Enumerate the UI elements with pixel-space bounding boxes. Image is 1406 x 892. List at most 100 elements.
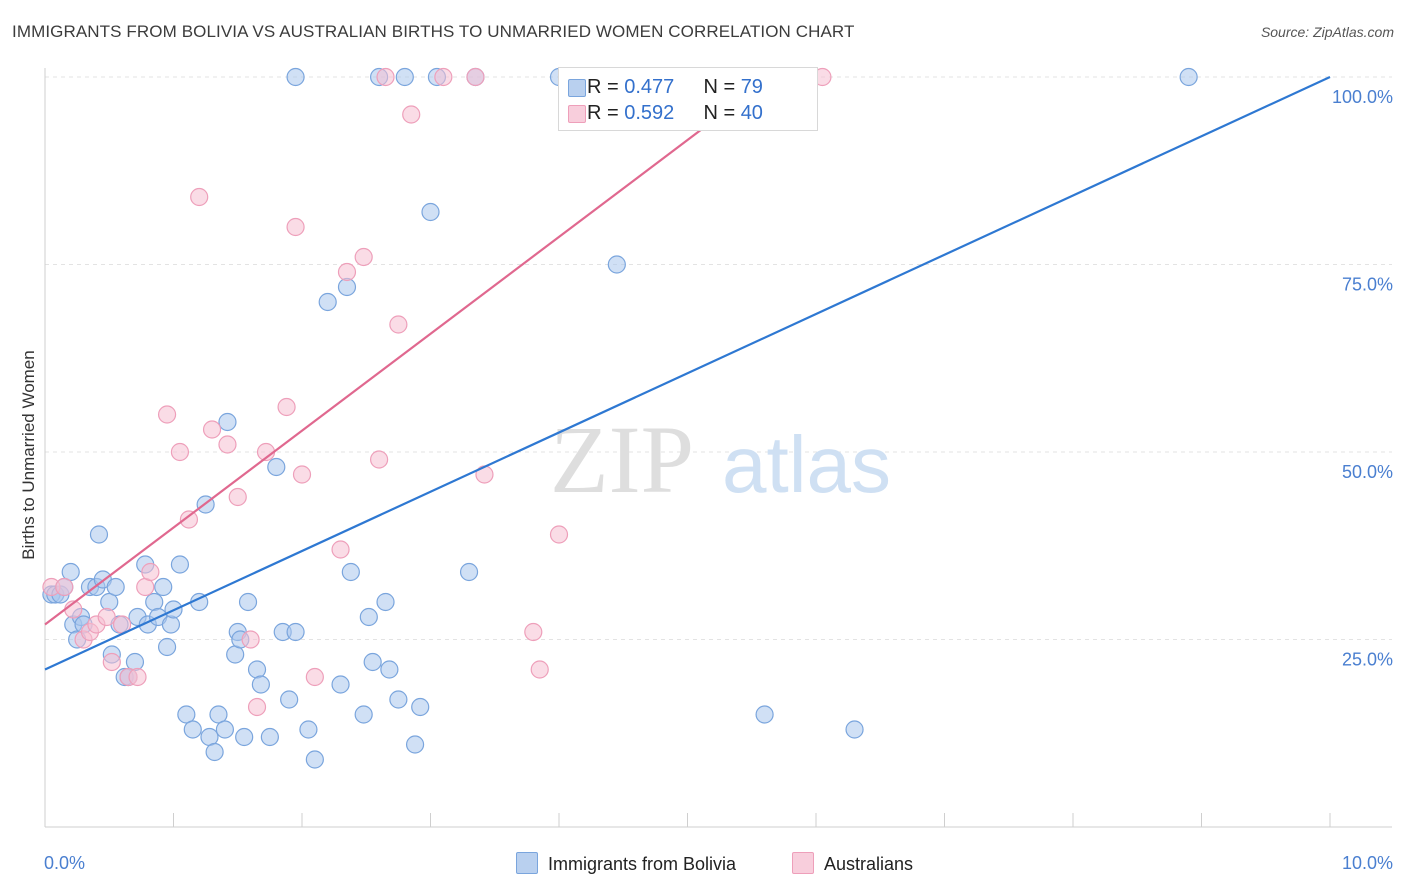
data-point-bolivia: [238, 592, 258, 612]
y-tick-label: 100.0%: [1332, 87, 1393, 107]
data-point-australians: [141, 562, 160, 582]
data-point-bolivia: [251, 675, 270, 694]
data-point-australians: [292, 465, 312, 484]
data-point-bolivia: [363, 652, 382, 672]
data-point-bolivia: [61, 562, 80, 582]
legend-label-bolivia: Immigrants from Bolivia: [548, 854, 737, 874]
legend-r-value: 0.477: [624, 76, 675, 98]
stats-legend-row-australians: R = 0.592 N = 40: [568, 102, 763, 126]
legend-n-label: N =: [703, 102, 741, 124]
data-point-australians: [370, 450, 389, 469]
data-point-australians: [190, 187, 209, 207]
data-point-bolivia: [286, 67, 305, 87]
data-point-bolivia: [235, 727, 254, 747]
y-tick-label: 75.0%: [1342, 275, 1393, 295]
data-point-australians: [218, 435, 237, 454]
stats-legend: R = 0.477 N = 79 R = 0.592 N = 40: [558, 67, 818, 131]
data-point-bolivia: [421, 202, 440, 222]
x-tick-label: 10.0%: [1342, 853, 1393, 873]
data-point-australians: [402, 105, 421, 124]
data-point-australians: [277, 397, 296, 417]
data-point-bolivia: [286, 622, 305, 642]
y-tick-label: 25.0%: [1342, 650, 1393, 670]
data-point-australians: [202, 420, 222, 439]
legend-item-bolivia: Immigrants from Bolivia: [516, 852, 736, 875]
data-point-bolivia: [280, 690, 299, 709]
data-point-bolivia: [267, 457, 286, 477]
data-point-bolivia: [157, 637, 177, 657]
data-point-bolivia: [305, 750, 324, 769]
data-point-bolivia: [331, 675, 350, 694]
data-point-bolivia: [380, 660, 399, 679]
data-point-bolivia: [145, 592, 164, 612]
data-point-bolivia: [177, 705, 196, 724]
trend-line-australians: [44, 76, 772, 626]
data-point-bolivia: [354, 705, 373, 724]
watermark-zip: ZIP: [550, 406, 694, 513]
legend-r-label: R =: [587, 76, 625, 98]
data-point-bolivia: [755, 705, 774, 724]
legend-n-label: N =: [703, 76, 741, 98]
data-point-bolivia: [318, 292, 337, 312]
legend-r-value: 0.592: [624, 102, 675, 124]
legend-label-australians: Australians: [824, 854, 914, 874]
legend-swatch-bolivia: [568, 79, 586, 97]
data-point-australians: [228, 487, 247, 507]
data-point-bolivia: [607, 255, 626, 274]
data-point-bolivia: [359, 607, 378, 627]
data-point-bolivia: [247, 660, 267, 679]
series-australians-points: [42, 67, 832, 717]
data-point-bolivia: [154, 577, 173, 597]
data-point-australians: [97, 607, 116, 627]
data-point-australians: [305, 667, 324, 687]
legend-item-australians: Australians: [792, 852, 913, 875]
data-point-bolivia: [215, 720, 234, 739]
data-point-australians: [331, 540, 350, 559]
data-point-australians: [376, 67, 395, 87]
data-point-australians: [247, 697, 267, 717]
data-point-australians: [530, 660, 549, 679]
y-tick-label: 50.0%: [1342, 462, 1393, 482]
y-axis-label: Births to Unmarried Women: [19, 350, 38, 559]
legend-swatch-australians: [568, 105, 586, 123]
legend-n-value: 40: [740, 102, 763, 124]
data-point-bolivia: [459, 562, 479, 582]
data-point-bolivia: [89, 525, 109, 544]
data-point-australians: [354, 247, 373, 267]
legend-swatch-bolivia: [516, 852, 538, 874]
data-point-australians: [286, 217, 305, 237]
watermark-atlas: atlas: [722, 420, 891, 509]
data-point-bolivia: [205, 742, 224, 762]
stats-legend-row-bolivia: R = 0.477 N = 79: [568, 76, 763, 100]
data-point-australians: [337, 262, 357, 282]
data-point-australians: [157, 405, 177, 424]
data-point-bolivia: [405, 735, 425, 754]
data-point-australians: [128, 667, 147, 687]
data-point-australians: [466, 67, 485, 87]
data-point-australians: [241, 630, 260, 649]
axes: [44, 68, 1392, 828]
data-point-bolivia: [161, 615, 181, 634]
data-point-bolivia: [389, 690, 408, 709]
data-point-bolivia: [209, 705, 228, 724]
data-point-australians: [55, 577, 74, 597]
legend-n-value: 79: [740, 76, 763, 98]
data-point-bolivia: [376, 592, 395, 612]
data-point-bolivia: [218, 412, 237, 432]
data-point-australians: [524, 622, 543, 642]
x-tick-label: 0.0%: [44, 853, 85, 873]
legend-r-label: R =: [587, 102, 625, 124]
data-point-australians: [102, 652, 121, 672]
data-point-australians: [179, 510, 199, 529]
watermark: ZIP atlas: [550, 406, 891, 513]
chart-title: IMMIGRANTS FROM BOLIVIA VS AUSTRALIAN BI…: [12, 22, 855, 41]
data-point-australians: [389, 315, 408, 334]
data-point-australians: [170, 442, 190, 462]
trend-lines: [44, 76, 1331, 671]
chart-source: Source: ZipAtlas.com: [1260, 24, 1394, 40]
data-point-bolivia: [299, 720, 318, 739]
data-point-bolivia: [341, 562, 360, 582]
data-point-bolivia: [411, 697, 430, 717]
data-point-bolivia: [845, 720, 864, 739]
